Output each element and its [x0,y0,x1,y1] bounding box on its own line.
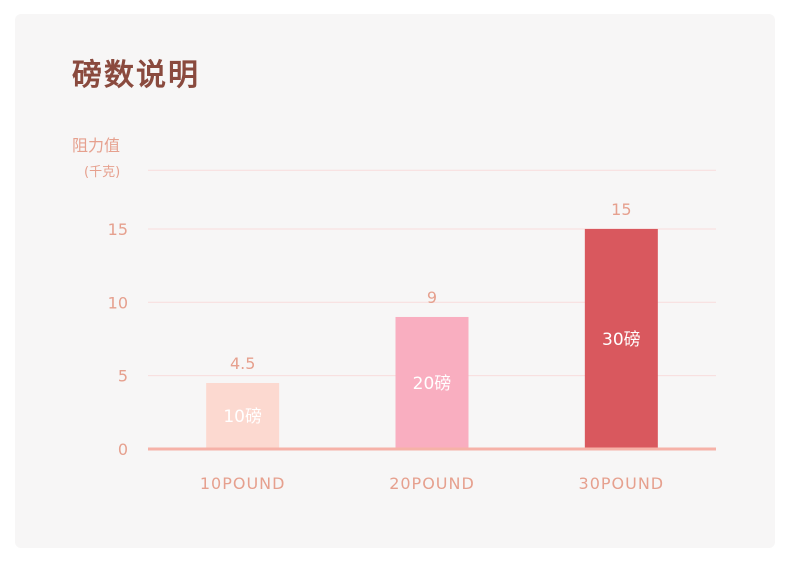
x-tick-label: 10POUND [200,474,286,493]
bar-inner-label: 20磅 [413,374,452,394]
y-tick-label: 15 [108,220,128,239]
page-title: 磅数说明 [72,58,200,93]
y-tick-label: 5 [118,367,128,386]
data-label: 15 [611,200,631,219]
y-axis-title: 阻力值 [72,136,121,155]
bar [584,228,658,449]
y-axis-unit: (千克) [84,165,121,180]
y-tick-label: 0 [118,440,128,459]
x-tick-label: 30POUND [579,474,665,493]
bar-inner-label: 30磅 [602,330,641,350]
bar [395,316,469,449]
y-tick-label: 10 [108,293,128,312]
bar-inner-label: 10磅 [223,407,262,427]
x-tick-label: 20POUND [389,474,475,493]
bar [206,382,280,449]
data-label: 9 [427,288,437,307]
data-label: 4.5 [230,354,255,373]
